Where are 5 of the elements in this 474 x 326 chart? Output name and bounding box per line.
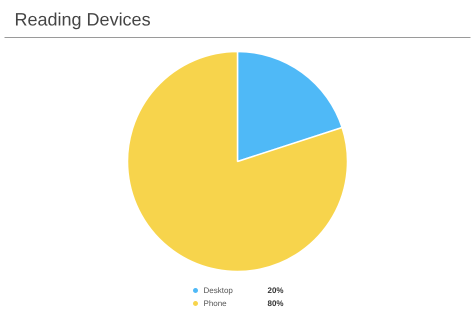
legend-label: Desktop [204,286,234,295]
data-label: 20% [268,286,284,295]
data-label: 80% [268,299,284,308]
legend-label: Phone [204,299,228,308]
chart-title: Reading Devices [14,10,151,30]
